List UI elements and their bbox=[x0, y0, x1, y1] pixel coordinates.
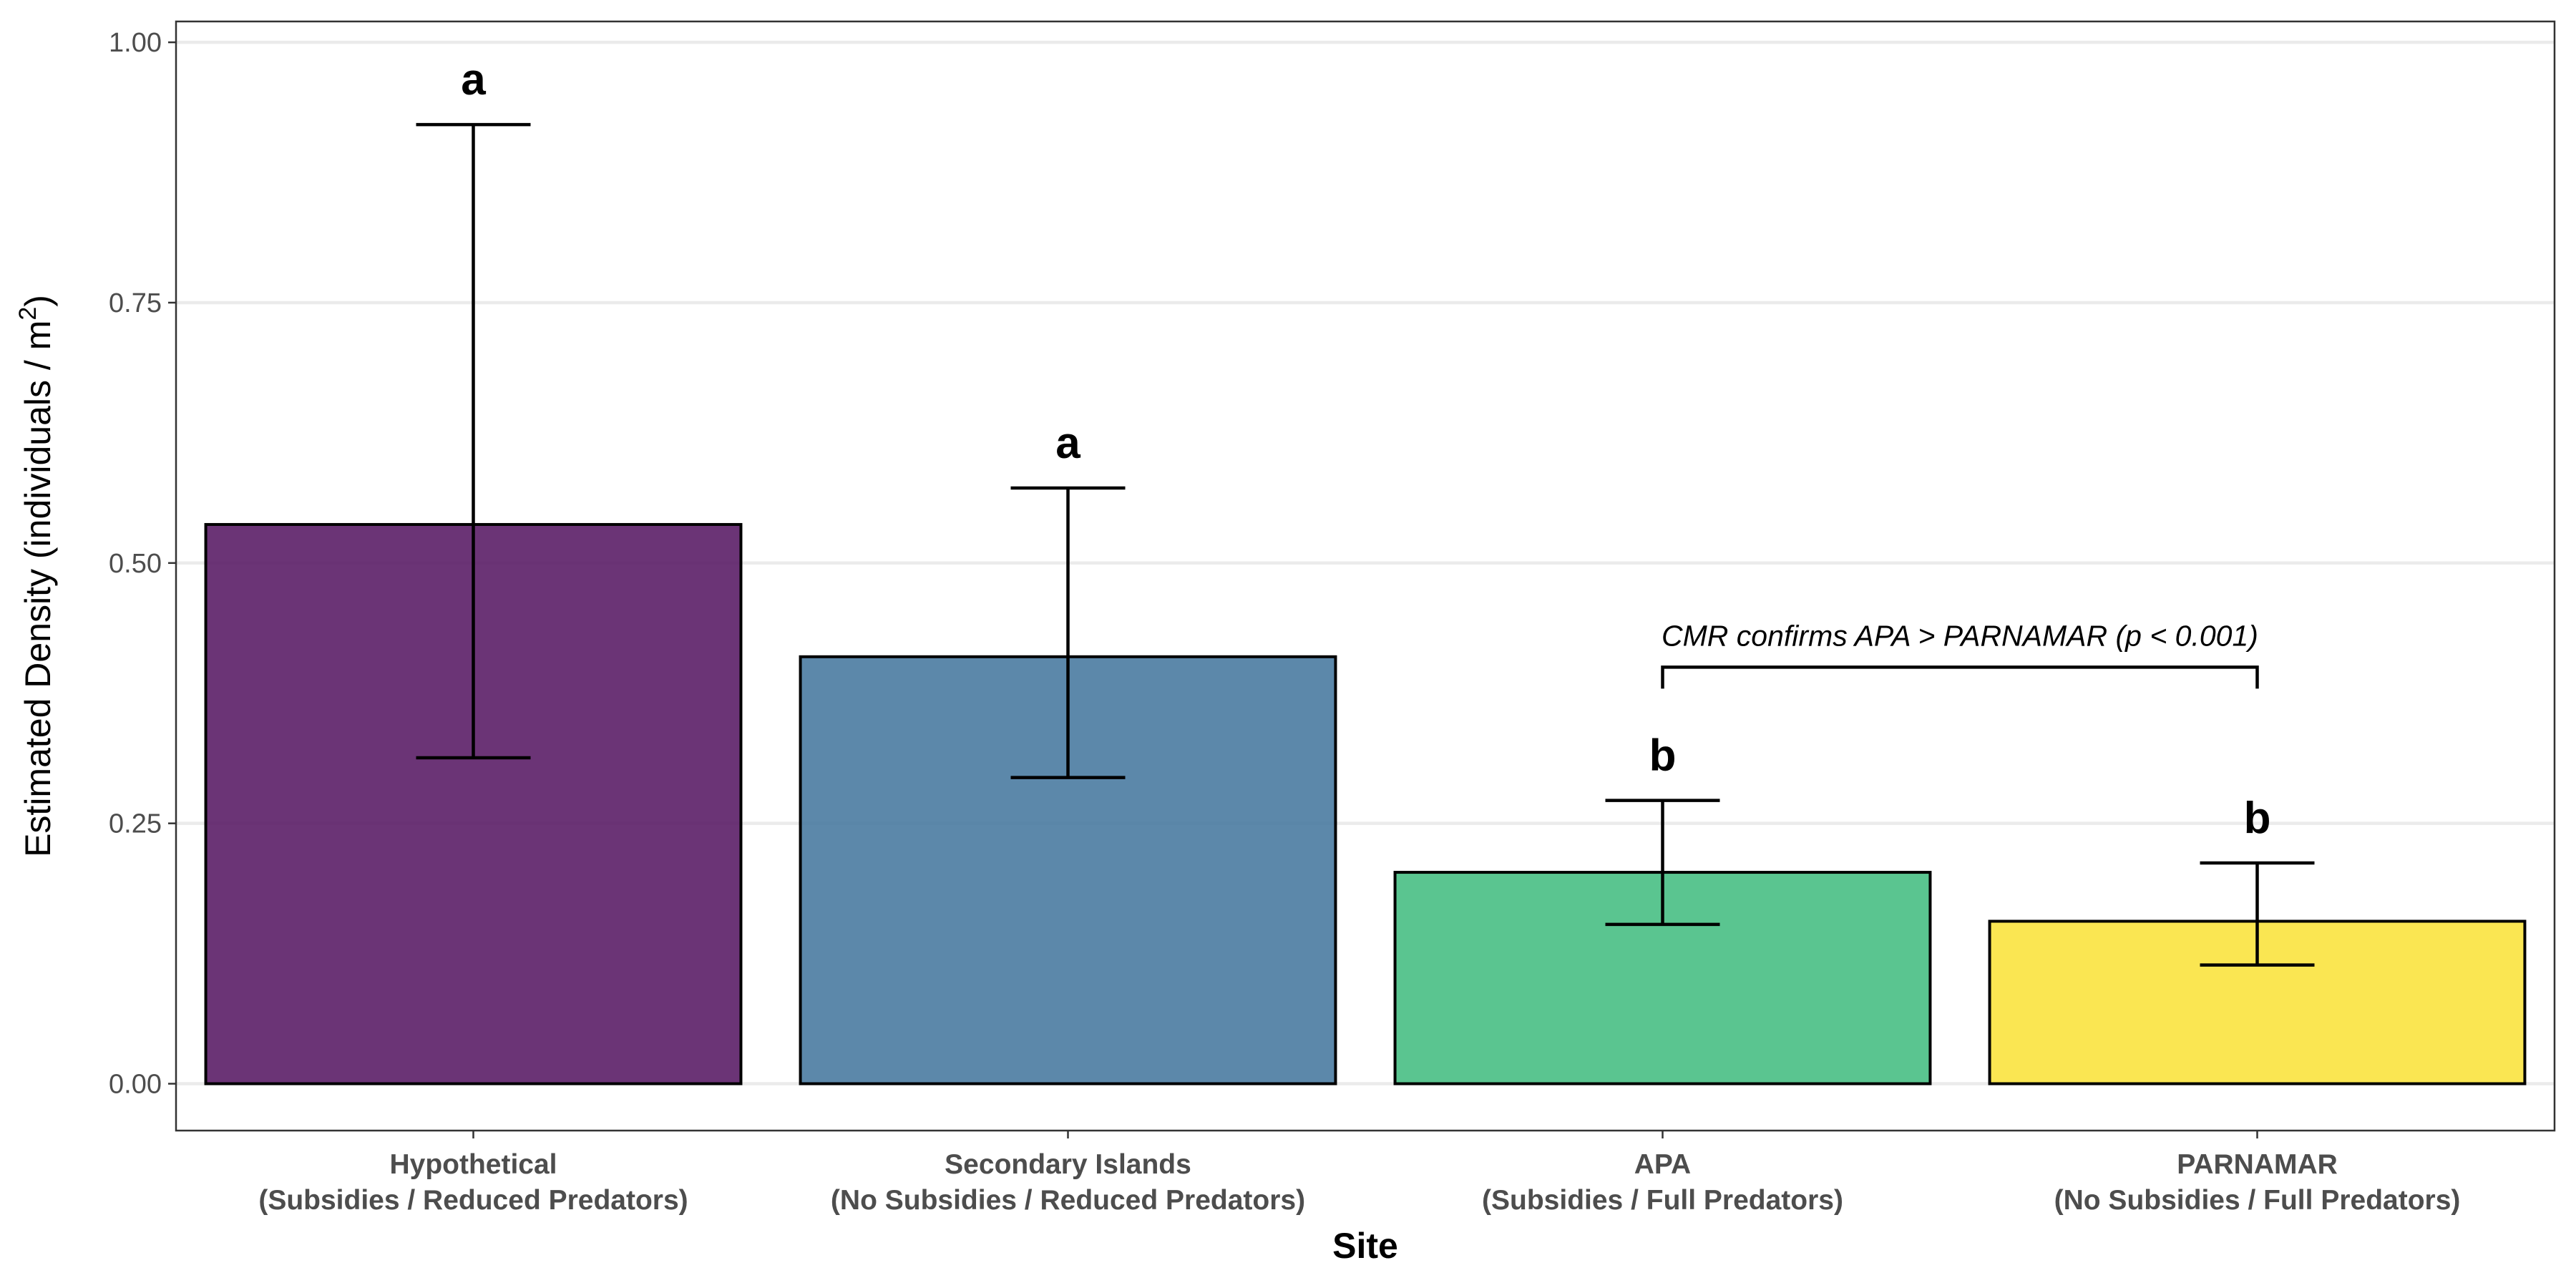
y-axis-title-main: Estimated Density (individuals / m bbox=[18, 321, 58, 857]
significance-letter: a bbox=[1055, 419, 1080, 468]
x-tick-label-line2: (Subsidies / Reduced Predators) bbox=[258, 1185, 688, 1216]
y-axis-title-superscript: 2 bbox=[14, 307, 42, 321]
significance-letter: b bbox=[2244, 794, 2271, 843]
comparison-annotation: CMR confirms APA > PARNAMAR (p < 0.001) bbox=[1661, 619, 2259, 689]
significance-letter: b bbox=[1649, 731, 1677, 781]
y-axis: 0.00 0.25 0.50 0.75 1.00 bbox=[109, 28, 176, 1100]
x-tick-label-line1: Hypothetical bbox=[389, 1149, 557, 1180]
x-tick-label-line2: (Subsidies / Full Predators) bbox=[1482, 1185, 1843, 1216]
x-tick-label-line1: APA bbox=[1634, 1149, 1691, 1180]
y-axis-title: Estimated Density (individuals / m2) bbox=[14, 295, 58, 857]
y-tick-label: 0.25 bbox=[109, 809, 162, 839]
x-axis: Hypothetical (Subsidies / Reduced Predato… bbox=[258, 1131, 2460, 1216]
bar-2 bbox=[799, 655, 1337, 1085]
x-tick-label-line1: Secondary Islands bbox=[945, 1149, 1191, 1180]
y-tick-label: 0.00 bbox=[109, 1070, 162, 1100]
x-tick-label-line2: (No Subsidies / Reduced Predators) bbox=[831, 1185, 1305, 1216]
comparison-annotation-text: CMR confirms APA > PARNAMAR (p < 0.001) bbox=[1662, 619, 2258, 652]
y-tick-label: 0.50 bbox=[109, 549, 162, 579]
significance-letters: a a b b bbox=[461, 55, 2270, 843]
bars bbox=[204, 522, 2527, 1085]
y-tick-label: 0.75 bbox=[109, 288, 162, 318]
y-axis-title-suffix: ) bbox=[18, 295, 58, 307]
x-tick-label-line1: PARNAMAR bbox=[2177, 1149, 2338, 1180]
x-tick-label-line2: (No Subsidies / Full Predators) bbox=[2054, 1185, 2461, 1216]
y-tick-label: 1.00 bbox=[109, 28, 162, 58]
error-bars bbox=[416, 122, 2315, 967]
plot-panel-border bbox=[175, 20, 2556, 1132]
comparison-bracket bbox=[1661, 665, 2259, 689]
x-axis-title: Site bbox=[1332, 1226, 1398, 1266]
significance-letter: a bbox=[461, 55, 486, 104]
